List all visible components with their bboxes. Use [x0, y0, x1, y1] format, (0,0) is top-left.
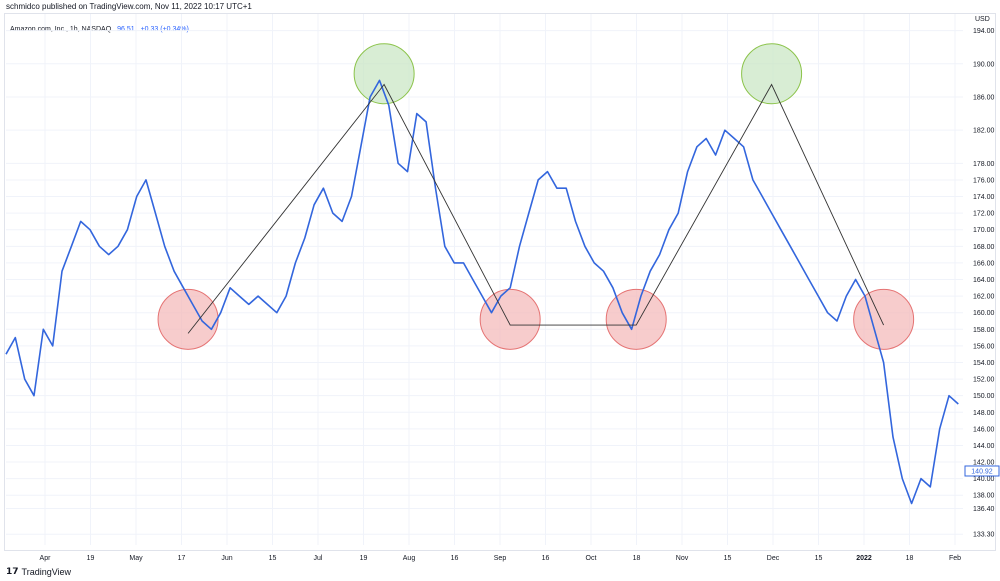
x-tick-label: Oct	[586, 555, 597, 562]
y-tick-label: 156.00	[973, 343, 995, 350]
x-tick-label: Nov	[676, 555, 689, 562]
price-series-line	[5, 79, 959, 505]
y-tick-label: 166.00	[973, 260, 995, 267]
x-tick-label: 19	[87, 555, 95, 562]
tradingview-logo-icon: 𝟭𝟳	[6, 566, 19, 576]
pattern-zigzag-line	[187, 83, 885, 334]
y-tick-label: 194.00	[973, 28, 995, 35]
currency-label: USD	[975, 16, 990, 23]
x-tick-label: 16	[542, 555, 550, 562]
x-tick-label: 15	[724, 555, 732, 562]
footer-brand: TradingView	[21, 566, 72, 577]
y-tick-label: 174.00	[973, 194, 995, 201]
x-tick-label: Jun	[221, 555, 232, 562]
x-tick-label: Aug	[403, 555, 416, 562]
trough-circle	[479, 288, 541, 350]
y-tick-label: 142.00	[973, 460, 995, 467]
y-tick-label: 176.00	[973, 177, 995, 184]
x-tick-label: 19	[360, 555, 368, 562]
y-tick-label: 154.00	[973, 360, 995, 367]
y-tick-label: 140.00	[973, 476, 995, 483]
footer: 𝟭𝟳 TradingView	[6, 566, 71, 577]
y-tick-label: 146.00	[973, 426, 995, 433]
x-tick-label: 2022	[856, 555, 872, 562]
x-tick-label: 16	[451, 555, 459, 562]
x-tick-label: 15	[269, 555, 277, 562]
x-tick-label: Dec	[767, 555, 780, 562]
x-tick-label: 18	[906, 555, 914, 562]
trough-circle	[853, 288, 915, 350]
y-tick-label: 150.00	[973, 393, 995, 400]
y-tick-label: 144.00	[973, 443, 995, 450]
x-tick-label: Feb	[949, 555, 961, 562]
y-tick-label: 158.00	[973, 327, 995, 334]
y-tick-label: 168.00	[973, 244, 995, 251]
chart-legend: Amazon.com, Inc., 1h, NASDAQ 96.51 +0.33…	[10, 26, 189, 33]
y-tick-label: 190.00	[973, 61, 995, 68]
price-change: +0.33 (+0.34%)	[140, 26, 189, 33]
y-tick-label: 133.30	[973, 532, 995, 539]
y-tick-label: 138.00	[973, 493, 995, 500]
y-tick-label: 136.40	[973, 506, 995, 513]
last-price-label: 140.92	[971, 468, 993, 475]
trough-circle	[605, 288, 667, 350]
y-tick-label: 170.00	[973, 227, 995, 234]
y-tick-label: 164.00	[973, 277, 995, 284]
peak-circle	[741, 43, 803, 105]
peak-circle	[353, 43, 415, 105]
x-tick-label: 17	[178, 555, 186, 562]
trough-circle	[157, 288, 219, 350]
last-price-tag	[964, 465, 1000, 477]
x-tick-label: Apr	[40, 555, 52, 562]
y-tick-label: 182.00	[973, 128, 995, 135]
x-tick-label: 15	[815, 555, 823, 562]
y-tick-label: 178.00	[973, 161, 995, 168]
x-tick-label: Jul	[314, 555, 323, 562]
symbol-label: Amazon.com, Inc., 1h, NASDAQ	[10, 26, 112, 33]
chart-frame	[4, 13, 996, 551]
y-tick-label: 172.00	[973, 211, 995, 218]
x-tick-label: May	[129, 555, 143, 562]
publish-info: schmidco published on TradingView.com, N…	[6, 2, 252, 11]
y-tick-label: 160.00	[973, 310, 995, 317]
price-value: 96.51	[117, 26, 135, 33]
y-tick-label: 162.00	[973, 294, 995, 301]
y-tick-label: 186.00	[973, 94, 995, 101]
x-tick-label: 18	[633, 555, 641, 562]
y-tick-label: 152.00	[973, 377, 995, 384]
y-tick-label: 148.00	[973, 410, 995, 417]
x-tick-label: Sep	[494, 555, 507, 562]
